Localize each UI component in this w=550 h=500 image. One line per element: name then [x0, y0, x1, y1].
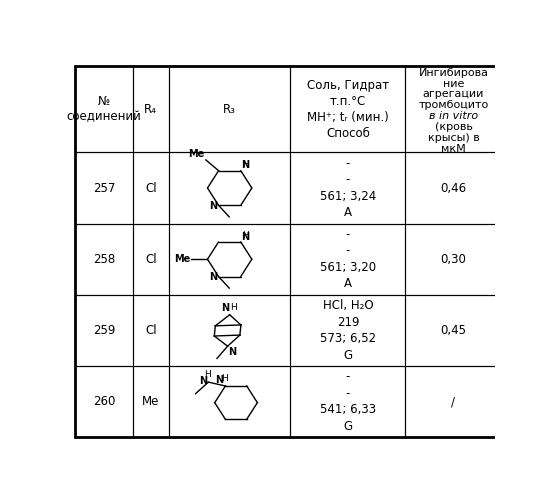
Bar	[405, 66, 502, 152]
Text: H: H	[243, 231, 249, 240]
Text: 0,45: 0,45	[441, 324, 466, 337]
Text: 257: 257	[93, 182, 115, 194]
Text: H: H	[243, 160, 249, 168]
Bar	[75, 295, 133, 366]
Text: -
-
561; 3,24
A: - - 561; 3,24 A	[320, 157, 376, 220]
Text: (кровь: (кровь	[434, 122, 472, 132]
Text: N: N	[221, 303, 229, 313]
Bar	[290, 295, 405, 366]
Bar	[133, 224, 169, 295]
Text: N: N	[199, 376, 207, 386]
Text: тромбоцито: тромбоцито	[419, 100, 488, 110]
Bar	[169, 295, 290, 366]
Text: агрегации: агрегации	[423, 90, 484, 100]
Bar	[75, 66, 133, 152]
Bar	[75, 224, 133, 295]
Text: N: N	[228, 348, 236, 358]
Bar	[405, 366, 502, 438]
Bar	[169, 366, 290, 438]
Text: мкМ: мкМ	[441, 144, 466, 154]
Bar	[290, 224, 405, 295]
Bar	[405, 295, 502, 366]
Bar	[405, 152, 502, 224]
Text: Me: Me	[188, 149, 205, 159]
Bar	[290, 152, 405, 224]
Text: HCl, H₂O
219
573; 6,52
G: HCl, H₂O 219 573; 6,52 G	[320, 299, 376, 362]
Text: Me: Me	[142, 395, 160, 408]
Text: N: N	[241, 160, 249, 170]
Text: 0,46: 0,46	[441, 182, 466, 194]
Bar	[169, 152, 290, 224]
Text: 259: 259	[93, 324, 115, 337]
Text: Соль, Гидрат
т.п.°C
MH⁺; tᵣ (мин.)
Способ: Соль, Гидрат т.п.°C MH⁺; tᵣ (мин.) Спосо…	[307, 78, 389, 140]
Text: -
-
541; 6,33
G: - - 541; 6,33 G	[320, 370, 376, 433]
Text: 258: 258	[93, 252, 115, 266]
Bar	[290, 66, 405, 152]
Bar	[169, 224, 290, 295]
Text: N: N	[209, 200, 217, 210]
Text: H: H	[205, 370, 211, 379]
Text: Me: Me	[174, 254, 190, 264]
Text: N: N	[241, 232, 249, 241]
Text: H: H	[221, 374, 228, 384]
Text: ние: ние	[443, 78, 464, 88]
Bar	[290, 366, 405, 438]
Text: N: N	[216, 375, 224, 385]
Text: крысы) в: крысы) в	[427, 133, 479, 143]
Text: Cl: Cl	[145, 252, 157, 266]
Bar	[133, 152, 169, 224]
Bar	[75, 366, 133, 438]
Text: Cl: Cl	[145, 324, 157, 337]
Bar	[133, 295, 169, 366]
Text: -
-
561; 3,20
A: - - 561; 3,20 A	[320, 228, 376, 290]
Bar	[133, 366, 169, 438]
Text: Cl: Cl	[145, 182, 157, 194]
Text: R₃: R₃	[223, 102, 236, 116]
Text: 0,30: 0,30	[441, 252, 466, 266]
Text: Ингибирова: Ингибирова	[419, 68, 488, 78]
Bar	[133, 66, 169, 152]
Text: /: /	[452, 395, 455, 408]
Text: H: H	[230, 303, 237, 312]
Text: 260: 260	[93, 395, 115, 408]
Bar	[405, 224, 502, 295]
Text: №
соединений: № соединений	[67, 95, 141, 123]
Text: N: N	[209, 272, 217, 282]
Text: в in vitro: в in vitro	[429, 111, 478, 121]
Text: R₄: R₄	[144, 102, 157, 116]
Bar	[75, 152, 133, 224]
Bar	[169, 66, 290, 152]
